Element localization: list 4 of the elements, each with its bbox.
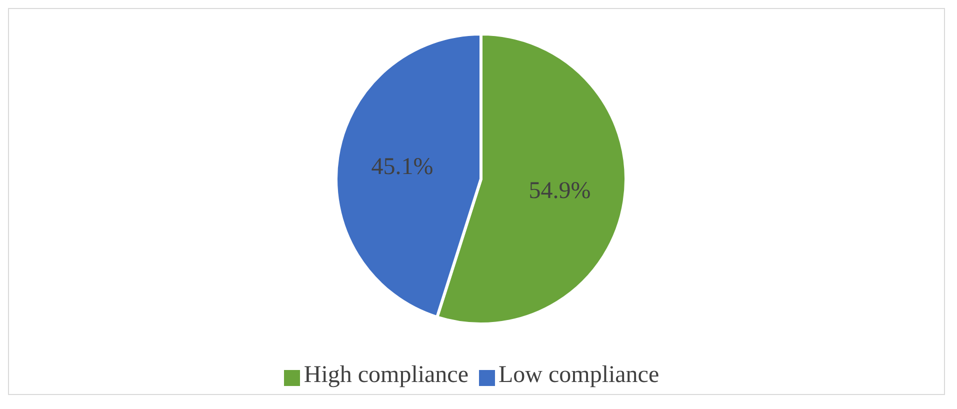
legend-label: High compliance — [304, 362, 468, 388]
data-label: 45.1% — [371, 154, 434, 180]
legend-label: Low compliance — [498, 362, 660, 388]
data-label: 54.9% — [528, 178, 591, 204]
